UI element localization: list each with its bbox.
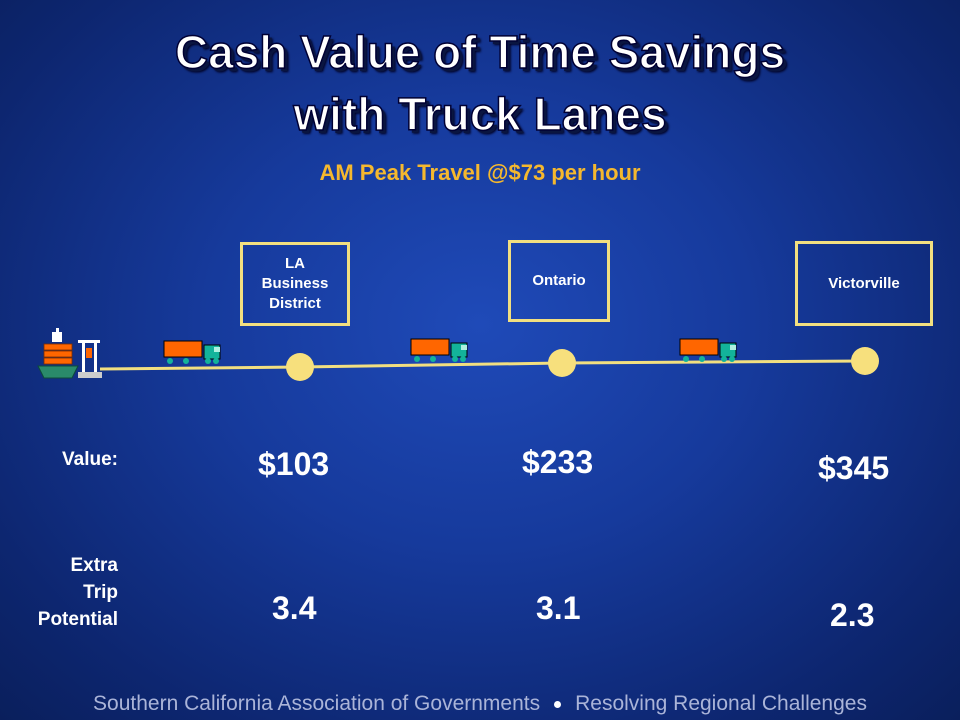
page-title-line1: Cash Value of Time Savings	[174, 25, 786, 79]
page-title-line2: with Truck Lanes	[293, 87, 668, 141]
subtitle: AM Peak Travel @$73 per hour	[319, 160, 641, 185]
value-ontario: $233	[522, 444, 594, 480]
city-label-line: LA	[284, 255, 305, 272]
city-label-line: Ontario	[532, 272, 586, 289]
extra-trip-label-line: Extra	[70, 555, 118, 576]
extra-trip-label-line: Trip	[83, 582, 118, 603]
truck-icon	[679, 338, 737, 362]
city-label-line: Victorville	[828, 274, 900, 292]
truck-icon	[163, 340, 221, 364]
value-row-label: Value:	[62, 449, 118, 470]
extra-trip-ontario: 3.1	[536, 590, 581, 626]
truck-icon	[410, 338, 468, 362]
extra-trip-victorville: 2.3	[830, 597, 875, 633]
city-box-ontario: Ontario	[508, 240, 610, 322]
value-la: $103	[258, 446, 330, 482]
footer-separator-dot	[554, 700, 562, 708]
footer: Southern California Association of Gover…	[0, 692, 960, 716]
extra-trip-la: 3.4	[272, 590, 317, 626]
route-node-victorville	[851, 347, 879, 375]
city-box-victorville: Victorville	[795, 241, 933, 326]
city-label-line: Business	[261, 275, 329, 292]
route-line	[99, 359, 866, 371]
route-node-la	[286, 353, 314, 381]
city-label-line: District	[269, 295, 321, 312]
cargo-ship-icon	[37, 328, 102, 379]
footer-org-name: Southern California Association of Gover…	[93, 692, 541, 715]
footer-tagline: Resolving Regional Challenges	[575, 692, 867, 715]
route-node-ontario	[548, 349, 576, 377]
extra-trip-label-line: Potential	[37, 609, 118, 630]
city-box-la: LA Business District	[240, 242, 350, 326]
extra-trip-row-label: Extra Trip Potential	[10, 552, 118, 633]
value-victorville: $345	[818, 450, 890, 486]
